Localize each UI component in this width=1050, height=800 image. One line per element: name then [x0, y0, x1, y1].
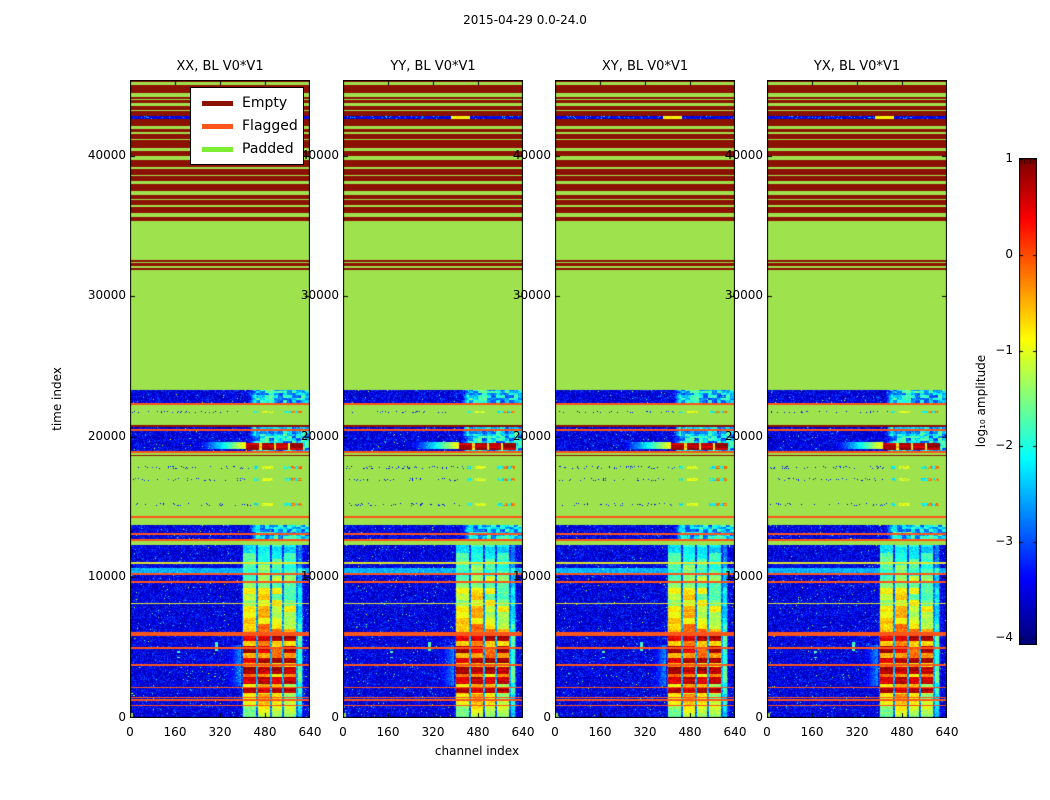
x-tick-label: 0 — [339, 725, 347, 739]
x-tick-label: 160 — [588, 725, 612, 739]
legend-label-padded: Padded — [242, 141, 294, 157]
y-tick-label: 0 — [543, 710, 551, 724]
x-tick-label: 480 — [890, 725, 914, 739]
y-tick-label: 20000 — [724, 428, 763, 443]
colorbar-tick-label: −2 — [995, 438, 1013, 453]
y-tick-label: 40000 — [300, 147, 339, 162]
x-tick-label: 480 — [253, 725, 277, 739]
y-tick-label: 30000 — [87, 288, 126, 303]
figure-title: 2015-04-29 0.0-24.0 — [463, 13, 587, 27]
legend-item-flagged: Flagged — [202, 115, 298, 137]
legend-label-empty: Empty — [242, 95, 288, 111]
y-tick-label: 10000 — [87, 569, 126, 584]
y-tick-label: 20000 — [300, 428, 339, 443]
x-tick-label: 480 — [466, 725, 490, 739]
legend-swatch-empty — [202, 100, 233, 106]
heatmap-canvas-xy — [555, 80, 735, 718]
panel-title-yx: YX, BL V0*V1 — [813, 59, 901, 74]
x-tick-label: 640 — [298, 725, 322, 739]
y-tick-label: 30000 — [300, 288, 339, 303]
y-tick-label: 10000 — [724, 569, 763, 584]
legend-item-empty: Empty — [202, 92, 287, 114]
x-tick-label: 320 — [845, 725, 869, 739]
legend-item-padded: Padded — [202, 138, 294, 160]
x-tick-label: 320 — [421, 725, 445, 739]
x-tick-label: 160 — [376, 725, 400, 739]
panel-xx: XX, BL V0*V1 Empty Flagged Padded 0 10000… — [88, 59, 322, 739]
colorbar-canvas — [1019, 158, 1037, 645]
legend-label-flagged: Flagged — [242, 118, 298, 134]
colorbar-label: log₁₀ amplitude — [974, 354, 988, 448]
x-tick-label: 640 — [511, 725, 535, 739]
x-axis-label: channel index — [434, 744, 520, 758]
colorbar-tick-label: −1 — [995, 342, 1013, 357]
y-tick-label: 40000 — [512, 147, 551, 162]
colorbar-tick-label: −4 — [995, 630, 1013, 644]
y-tick-label: 30000 — [724, 288, 763, 303]
panel-yx: YX, BL V0*V1 0 10000 20000 30000 40000 0 160 32… — [725, 59, 959, 739]
colorbar-tick-label: 1 — [1005, 151, 1013, 165]
y-tick-label: 40000 — [724, 147, 763, 162]
panel-title-xy: XY, BL V0*V1 — [601, 59, 689, 74]
panel-xy: XY, BL V0*V1 0 10000 20000 30000 40000 0 160 32… — [513, 59, 747, 739]
y-tick-label: 40000 — [87, 147, 126, 162]
colorbar-tick-label: −3 — [995, 534, 1013, 549]
legend-swatch-flagged — [202, 123, 233, 129]
y-tick-label: 10000 — [512, 569, 551, 584]
x-tick-label: 320 — [633, 725, 657, 739]
x-tick-label: 480 — [678, 725, 702, 739]
y-tick-label: 10000 — [300, 569, 339, 584]
legend: Empty Flagged Padded — [190, 87, 304, 165]
x-tick-label: 160 — [163, 725, 187, 739]
colorbar-tick-label: 0 — [1005, 246, 1013, 261]
x-tick-label: 0 — [551, 725, 559, 739]
y-tick-label: 0 — [331, 710, 339, 724]
heatmap-canvas-yx — [767, 80, 947, 718]
heatmap-canvas-yy — [343, 80, 523, 718]
panel-title-xx: XX, BL V0*V1 — [176, 59, 264, 74]
x-tick-label: 160 — [800, 725, 824, 739]
y-tick-label: 0 — [118, 710, 126, 724]
x-tick-label: 320 — [208, 725, 232, 739]
y-tick-label: 20000 — [87, 428, 126, 443]
x-tick-label: 0 — [126, 725, 134, 739]
x-tick-label: 640 — [723, 725, 747, 739]
panel-title-yy: YY, BL V0*V1 — [390, 59, 476, 74]
y-axis-label: time index — [50, 367, 64, 431]
x-tick-label: 640 — [935, 725, 959, 739]
x-tick-label: 0 — [763, 725, 771, 739]
heatmap-canvas-xx — [130, 80, 310, 718]
y-tick-label: 0 — [755, 710, 763, 724]
legend-swatch-padded — [202, 146, 233, 152]
y-tick-label: 30000 — [512, 288, 551, 303]
panel-yy: YY, BL V0*V1 0 10000 20000 30000 40000 0 160 32… — [301, 59, 535, 739]
y-tick-label: 20000 — [512, 428, 551, 443]
colorbar: 1 0 −1 −2 −3 −4 — [995, 151, 1037, 645]
